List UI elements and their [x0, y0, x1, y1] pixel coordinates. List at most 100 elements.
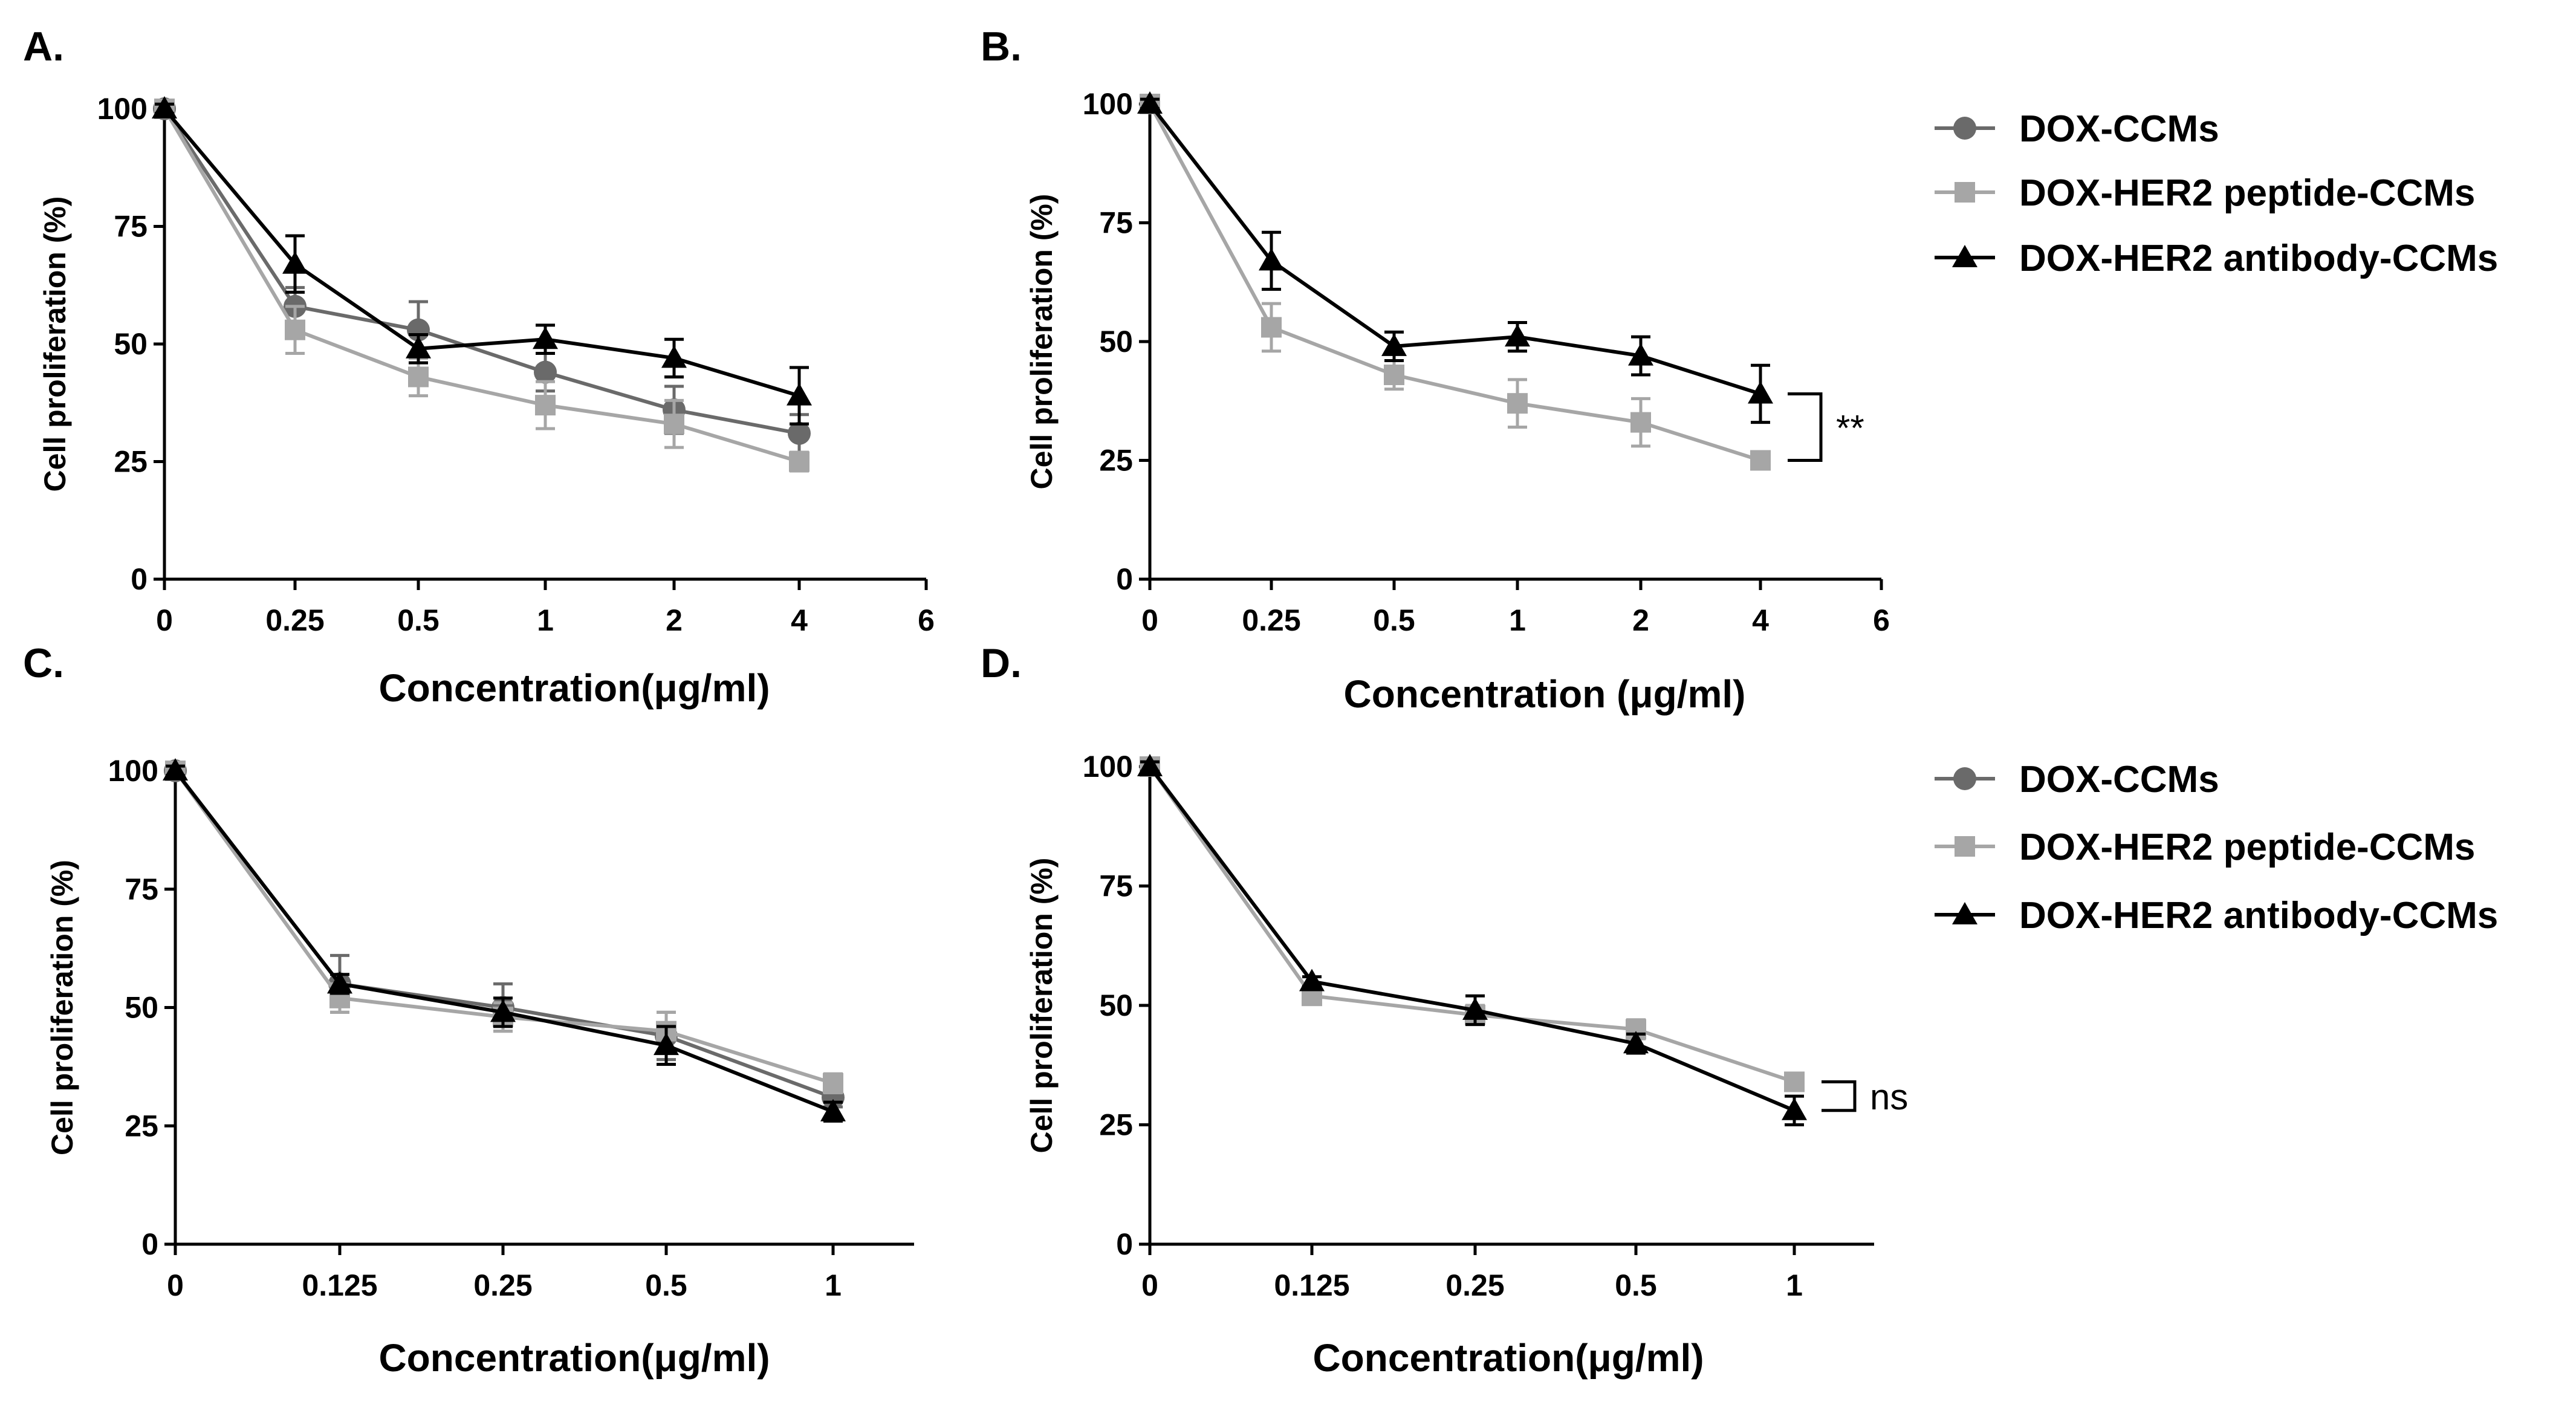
data-point	[406, 336, 431, 359]
series-line	[163, 108, 800, 435]
x-tick-label: 0.5	[397, 603, 440, 637]
significance-label: ns	[1870, 1077, 1908, 1117]
legend-1: DOX-CCMs DOX-HER2 peptide-CCMs DOX-HER2 an…	[1935, 108, 2498, 279]
data-point	[534, 360, 557, 384]
panel-label: B.	[981, 24, 1022, 70]
data-point	[1748, 381, 1773, 404]
series-1	[1137, 91, 1773, 424]
y-tick-label: 75	[114, 210, 148, 244]
series-0	[1140, 756, 1805, 1092]
series-2	[163, 758, 846, 1123]
series-line	[1148, 765, 1796, 1112]
y-tick-label: 0	[1116, 1227, 1133, 1261]
legend-label: DOX-CCMs	[2019, 759, 2219, 800]
data-point	[1630, 412, 1651, 433]
y-tick-label: 0	[1116, 562, 1133, 596]
series-1	[165, 761, 843, 1094]
data-point	[1462, 997, 1488, 1020]
series-2	[152, 96, 812, 426]
y-tick-label: 100	[108, 754, 158, 788]
series-0	[1140, 94, 1771, 471]
legend-label: DOX-HER2 peptide-CCMs	[2019, 826, 2475, 868]
data-point	[285, 319, 305, 340]
series-line	[1148, 103, 1761, 462]
y-tick-label: 100	[1083, 750, 1133, 784]
data-point	[490, 999, 516, 1022]
significance-bracket	[1788, 392, 1823, 462]
data-point	[163, 758, 188, 781]
x-tick-label: 1	[1786, 1268, 1803, 1302]
series-line	[163, 108, 800, 464]
data-point	[654, 1033, 679, 1056]
significance-bracket	[1822, 1080, 1857, 1112]
y-tick-label: 25	[125, 1109, 158, 1143]
data-point	[1507, 393, 1528, 414]
x-tick-label: 1	[537, 603, 554, 637]
x-tick-label: 1	[825, 1268, 842, 1302]
series-line	[174, 770, 834, 1100]
data-point	[1299, 969, 1325, 991]
y-axis-title: Cell proliferation (%)	[45, 860, 79, 1155]
data-point	[1750, 450, 1771, 471]
data-point	[787, 383, 812, 406]
data-point	[1628, 343, 1653, 366]
panel-label: D.	[981, 640, 1022, 686]
y-tick-label: 50	[125, 991, 158, 1025]
significance-label: **	[1836, 407, 1864, 448]
x-tick-label: 6	[918, 603, 935, 637]
x-tick-label: 0.125	[302, 1268, 377, 1302]
x-tick-label: 1	[1509, 603, 1526, 637]
chart-panel-3: C. 0 25 50 75 100 0 0.125 0.25 0.5 1 Concentration(…	[23, 640, 914, 1380]
y-axis-title: Cell proliferation (%)	[1025, 858, 1059, 1154]
data-point	[820, 1099, 846, 1121]
x-tick-label: 4	[1752, 603, 1769, 637]
data-point	[1261, 317, 1282, 338]
data-point	[1505, 324, 1530, 347]
data-point	[152, 96, 177, 118]
x-tick-label: 0	[156, 603, 173, 637]
data-point	[1623, 1031, 1649, 1054]
y-tick-label: 0	[131, 562, 148, 596]
legend-marker	[1952, 245, 1977, 267]
data-point	[535, 395, 556, 416]
x-tick-label: 0	[1141, 1268, 1158, 1302]
legend-2: DOX-CCMs DOX-HER2 peptide-CCMs DOX-HER2 an…	[1935, 759, 2498, 936]
x-tick-label: 6	[1873, 603, 1890, 637]
x-tick-label: 0	[167, 1268, 184, 1302]
legend-marker	[1953, 117, 1976, 140]
x-tick-label: 0.5	[1615, 1268, 1657, 1302]
legend-label: DOX-HER2 antibody-CCMs	[2019, 238, 2498, 279]
data-point	[1782, 1097, 1807, 1120]
series-line	[1148, 765, 1795, 1084]
y-tick-label: 50	[1099, 325, 1133, 359]
y-tick-label: 25	[1099, 444, 1133, 478]
series-line	[163, 108, 800, 398]
panel-label: A.	[23, 24, 64, 70]
x-tick-label: 0.5	[645, 1268, 687, 1302]
x-tick-label: 0.25	[1445, 1268, 1504, 1302]
x-tick-label: 4	[791, 603, 808, 637]
legend-marker	[1952, 902, 1977, 924]
x-tick-label: 0	[1141, 603, 1158, 637]
x-axis-title: Concentration(μg/ml)	[1312, 1336, 1704, 1380]
data-point	[661, 345, 687, 368]
data-point	[327, 971, 352, 994]
y-tick-label: 50	[1099, 988, 1133, 1022]
x-tick-label: 0.25	[265, 603, 324, 637]
y-axis-title: Cell proliferation (%)	[38, 196, 72, 492]
y-tick-label: 0	[141, 1227, 158, 1261]
data-point	[664, 414, 684, 435]
data-point	[1381, 333, 1407, 356]
series-0	[153, 97, 811, 454]
legend-label: DOX-CCMs	[2019, 108, 2219, 150]
data-point	[1137, 91, 1163, 114]
data-point	[1137, 754, 1163, 776]
y-tick-label: 50	[114, 327, 148, 361]
series-line	[1148, 103, 1761, 396]
y-tick-label: 25	[1099, 1108, 1133, 1142]
panel-label: C.	[23, 640, 64, 686]
data-point	[1259, 248, 1284, 271]
y-tick-label: 75	[1099, 206, 1133, 240]
x-tick-label: 0.5	[1373, 603, 1415, 637]
